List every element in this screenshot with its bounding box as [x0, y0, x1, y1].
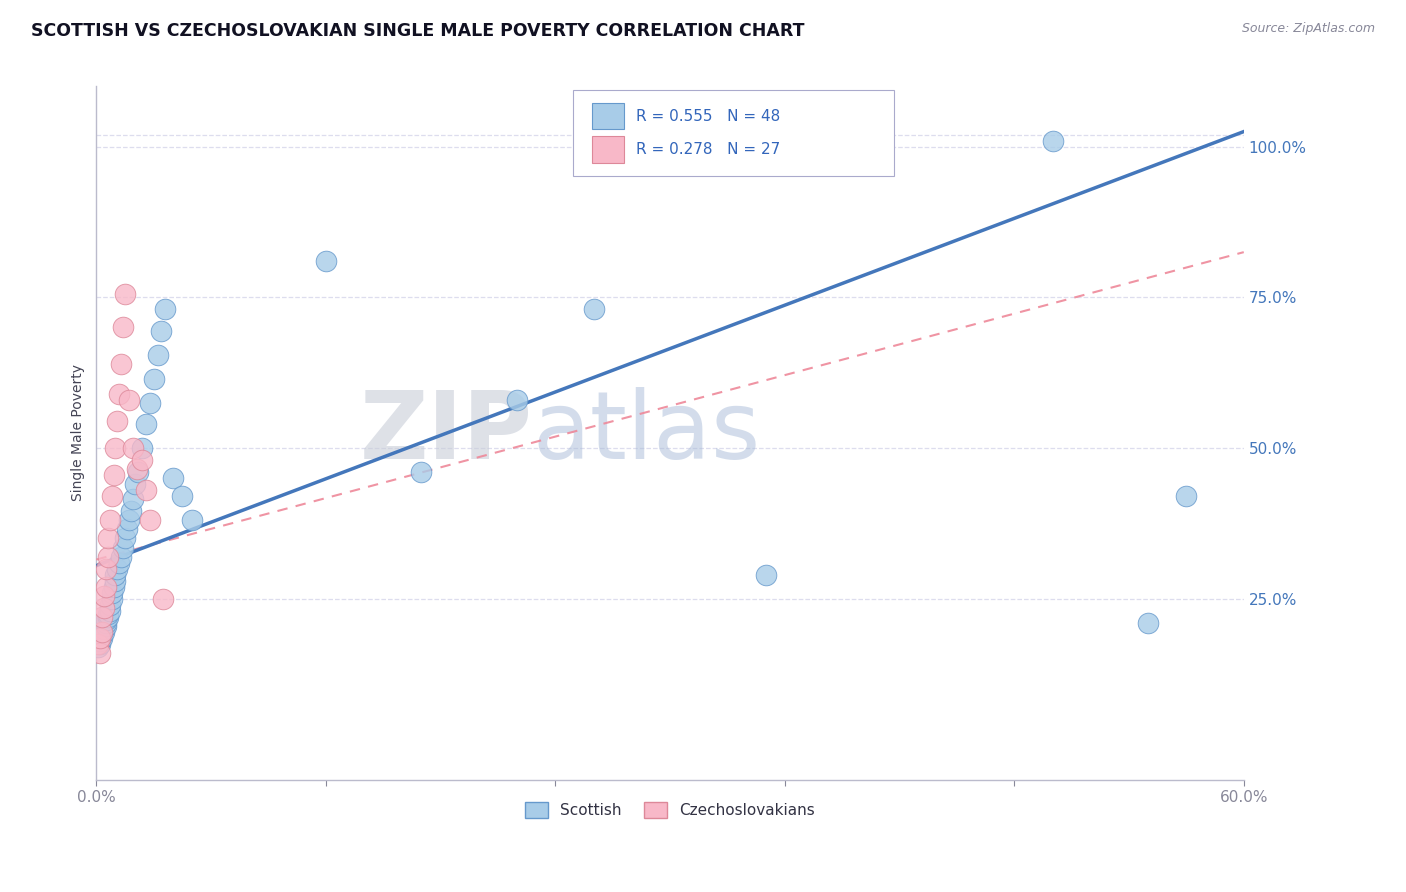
Point	[118, 513, 141, 527]
Point	[91, 631, 114, 645]
Point	[97, 549, 120, 564]
Point	[121, 492, 143, 507]
Point	[135, 417, 157, 431]
Legend: Scottish, Czechoslovakians: Scottish, Czechoslovakians	[519, 796, 821, 824]
Point	[112, 320, 135, 334]
Point	[114, 532, 136, 546]
Point	[153, 302, 176, 317]
FancyBboxPatch shape	[572, 90, 894, 177]
Point	[94, 561, 117, 575]
Point	[93, 622, 115, 636]
Point	[89, 637, 111, 651]
Point	[118, 392, 141, 407]
Point	[94, 615, 117, 630]
Point	[89, 634, 111, 648]
Point	[582, 302, 605, 317]
Bar	[592, 103, 624, 129]
Point	[104, 567, 127, 582]
Point	[108, 556, 131, 570]
Text: R = 0.555   N = 48: R = 0.555 N = 48	[636, 109, 780, 124]
Point	[162, 471, 184, 485]
Point	[150, 324, 173, 338]
Point	[105, 414, 128, 428]
Point	[115, 523, 138, 537]
Point	[103, 580, 125, 594]
Text: Source: ZipAtlas.com: Source: ZipAtlas.com	[1241, 22, 1375, 36]
Point	[142, 372, 165, 386]
Point	[139, 513, 162, 527]
Point	[89, 631, 111, 645]
Point	[94, 580, 117, 594]
Point	[125, 462, 148, 476]
Point	[103, 468, 125, 483]
Point	[93, 624, 115, 639]
Point	[506, 392, 529, 407]
Text: atlas: atlas	[533, 387, 761, 479]
Point	[120, 504, 142, 518]
Point	[104, 441, 127, 455]
Point	[93, 589, 115, 603]
Point	[93, 600, 115, 615]
Point	[152, 591, 174, 606]
Point	[127, 465, 149, 479]
Point	[98, 513, 121, 527]
Bar	[592, 136, 624, 162]
Point	[135, 483, 157, 498]
Point	[131, 453, 153, 467]
Point	[131, 441, 153, 455]
Point	[98, 604, 121, 618]
Point	[98, 598, 121, 612]
Text: SCOTTISH VS CZECHOSLOVAKIAN SINGLE MALE POVERTY CORRELATION CHART: SCOTTISH VS CZECHOSLOVAKIAN SINGLE MALE …	[31, 22, 804, 40]
Point	[89, 646, 111, 660]
Point	[105, 561, 128, 575]
Point	[172, 489, 194, 503]
Point	[100, 489, 122, 503]
Point	[315, 254, 337, 268]
Point	[112, 541, 135, 555]
Point	[97, 610, 120, 624]
Point	[97, 532, 120, 546]
Y-axis label: Single Male Poverty: Single Male Poverty	[72, 365, 86, 501]
Point	[108, 386, 131, 401]
Point	[87, 640, 110, 654]
Point	[1137, 615, 1160, 630]
Point	[411, 465, 433, 479]
Point	[110, 357, 132, 371]
Point	[146, 348, 169, 362]
Point	[114, 287, 136, 301]
Point	[755, 567, 778, 582]
Point	[104, 574, 127, 588]
Point	[91, 624, 114, 639]
Point	[121, 441, 143, 455]
Point	[110, 549, 132, 564]
Point	[97, 607, 120, 621]
Point	[100, 585, 122, 599]
Point	[91, 628, 114, 642]
Text: ZIP: ZIP	[360, 387, 533, 479]
Point	[94, 613, 117, 627]
Point	[1175, 489, 1198, 503]
Point	[91, 610, 114, 624]
Point	[100, 591, 122, 606]
Text: R = 0.278   N = 27: R = 0.278 N = 27	[636, 142, 780, 157]
Point	[124, 477, 146, 491]
Point	[139, 396, 162, 410]
Point	[87, 637, 110, 651]
Point	[181, 513, 204, 527]
Point	[1042, 134, 1064, 148]
Point	[94, 619, 117, 633]
